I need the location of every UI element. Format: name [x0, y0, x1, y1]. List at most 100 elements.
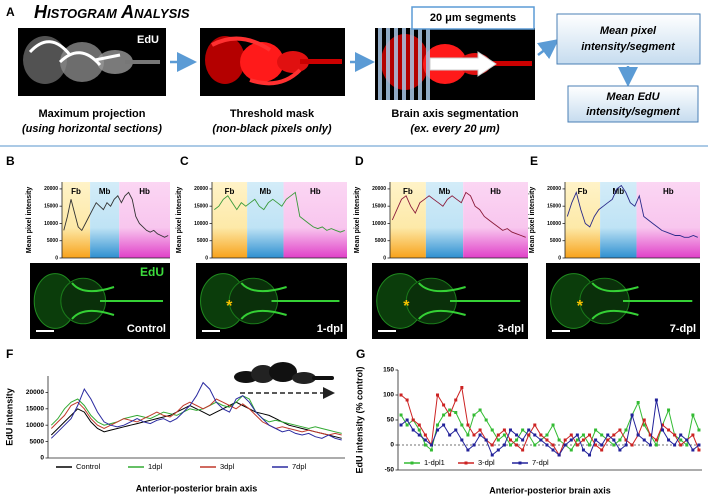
point	[600, 448, 604, 452]
point	[691, 433, 695, 437]
region-label: Fb	[225, 187, 235, 196]
panel-label: D	[355, 154, 364, 168]
point	[478, 433, 482, 437]
y-tick-label: 5000	[197, 238, 208, 244]
legend-label: Control	[76, 462, 101, 471]
region-label: Hb	[139, 187, 150, 196]
point	[667, 438, 671, 442]
point	[642, 418, 646, 422]
point	[685, 443, 689, 447]
point	[545, 433, 549, 437]
region-band	[565, 182, 601, 258]
point	[508, 428, 512, 432]
y-tick-label: 5000	[375, 238, 386, 244]
point	[612, 438, 616, 442]
point	[490, 443, 494, 447]
point	[454, 428, 458, 432]
tissue	[579, 277, 630, 325]
y-tick-label: 20000	[372, 186, 386, 192]
point	[454, 398, 458, 402]
point	[618, 428, 622, 432]
point	[697, 448, 701, 452]
result-box	[567, 85, 699, 123]
point	[539, 433, 543, 437]
point	[581, 433, 585, 437]
region-band	[119, 182, 170, 258]
point	[618, 438, 622, 442]
point	[417, 433, 421, 437]
caption: (non-black pixels only)	[212, 123, 332, 135]
y-tick-label: 15000	[26, 406, 44, 413]
box-text: Mean EdU	[606, 91, 660, 103]
series-line	[400, 385, 700, 457]
region-band	[636, 182, 700, 258]
panel-label: E	[530, 154, 538, 168]
projection-image	[18, 28, 166, 96]
threshold-image	[200, 28, 345, 96]
point	[521, 438, 525, 442]
panel-label: B	[6, 154, 15, 168]
point	[399, 393, 403, 397]
point	[478, 428, 482, 432]
tissue	[228, 277, 279, 325]
y-tick-label: 10000	[26, 422, 44, 429]
region-label: Fb	[403, 187, 413, 196]
point	[636, 433, 640, 437]
legend-label: 7dpl	[292, 462, 307, 471]
point	[691, 448, 695, 452]
point	[442, 413, 446, 417]
segmentation-image	[375, 28, 535, 100]
point	[423, 443, 427, 447]
point	[551, 443, 555, 447]
point	[642, 423, 646, 427]
point	[515, 433, 519, 437]
region-band	[247, 182, 284, 258]
series-line	[391, 191, 526, 238]
point	[405, 398, 409, 402]
point	[472, 433, 476, 437]
y-tick-label: 20000	[44, 186, 58, 192]
edu-image	[196, 263, 347, 339]
point	[569, 433, 573, 437]
asterisk: *	[403, 298, 410, 315]
point	[484, 418, 488, 422]
point	[539, 438, 543, 442]
point	[533, 443, 537, 447]
y-axis-label: EdU intensity (% control)	[354, 366, 364, 473]
region-label: Hb	[663, 187, 674, 196]
point	[405, 423, 409, 427]
y-axis-label: Mean pixel intensity	[26, 187, 33, 254]
point	[496, 438, 500, 442]
point	[423, 438, 427, 442]
point	[502, 443, 506, 447]
point	[533, 423, 537, 427]
series-line	[50, 395, 342, 434]
point	[429, 448, 433, 452]
legend-label: 3-dpl	[478, 458, 495, 467]
point	[575, 433, 579, 437]
image-label: EdU	[140, 265, 164, 279]
tissue	[60, 277, 107, 325]
region-band	[390, 182, 426, 258]
point	[624, 438, 628, 442]
box-text: intensity/segment	[581, 41, 676, 53]
legend-marker	[464, 461, 468, 465]
point	[569, 438, 573, 442]
x-axis-label: Anterior-posterior brain axis	[489, 485, 611, 495]
caption: (using horizontal sections)	[22, 123, 162, 135]
y-tick-label: 0	[205, 255, 208, 261]
tissue	[71, 282, 163, 320]
point	[630, 413, 634, 417]
point	[545, 443, 549, 447]
y-tick-label: 0	[55, 255, 58, 261]
series-line	[50, 401, 342, 439]
point	[533, 433, 537, 437]
series-line	[214, 191, 345, 233]
region-label: Fb	[71, 187, 81, 196]
point	[612, 433, 616, 437]
legend-label: 1-dpl1	[424, 458, 445, 467]
point	[557, 453, 561, 457]
box-text: intensity/segment	[586, 106, 681, 118]
y-tick-label: 15000	[194, 204, 208, 210]
point	[399, 423, 403, 427]
